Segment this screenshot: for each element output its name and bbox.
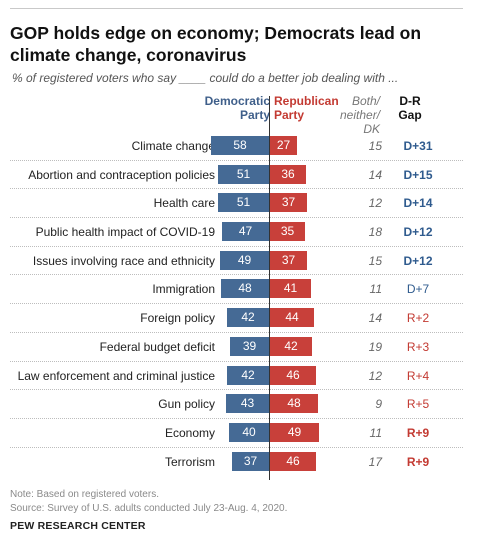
- gap-value: R+4: [406, 368, 430, 383]
- chart-row: Terrorism 37 46 17 R+9: [10, 448, 463, 477]
- bar-democratic: 37: [232, 451, 269, 471]
- both-neither-value: 18: [368, 225, 382, 240]
- category-label: Immigration: [152, 282, 215, 297]
- top-rule: [10, 8, 463, 9]
- bar-democratic: 40: [229, 422, 269, 442]
- category-label: Law enforcement and criminal justice: [17, 368, 215, 383]
- header-republican-line2: Party: [274, 108, 305, 122]
- bar-republican: 35: [270, 222, 305, 242]
- bar-democratic: 51: [218, 193, 269, 213]
- bar-democratic: 43: [226, 394, 269, 414]
- bar-republican: 46: [270, 365, 316, 385]
- bar-republican: 36: [270, 164, 306, 184]
- gap-value: R+9: [406, 454, 430, 469]
- header-democratic-line1: Democratic: [204, 94, 270, 108]
- bar-democratic: 51: [218, 164, 269, 184]
- header-democratic-line2: Party: [239, 108, 270, 122]
- chart-row: Immigration 48 41 11 D+7: [10, 275, 463, 305]
- bar-republican: 41: [270, 279, 311, 299]
- bar-democratic: 47: [222, 222, 269, 242]
- bar-democratic: 39: [230, 336, 269, 356]
- gap-value: D+14: [403, 196, 433, 211]
- chart-row: Gun policy 43 48 9 R+5: [10, 390, 463, 419]
- header-both: Both/ neither/ DK: [340, 94, 380, 136]
- header-gap-line2: Gap: [398, 108, 422, 122]
- header-both-line2: neither/: [340, 108, 381, 122]
- both-neither-value: 19: [368, 339, 382, 354]
- bar-democratic: 58: [211, 136, 269, 155]
- category-label: Gun policy: [158, 397, 215, 412]
- gap-value: R+2: [406, 311, 430, 326]
- bar-republican: 46: [270, 451, 316, 471]
- both-neither-value: 11: [369, 282, 382, 297]
- bar-republican: 44: [270, 308, 314, 328]
- header-republican: Republican Party: [274, 94, 340, 122]
- category-label: Abortion and contraception policies: [28, 167, 215, 182]
- bar-republican: 42: [270, 336, 312, 356]
- both-neither-value: 12: [368, 368, 382, 383]
- category-label: Economy: [164, 425, 215, 440]
- chart-row: Climate change 58 27 15 D+31: [10, 132, 463, 161]
- bar-democratic: 42: [227, 308, 269, 328]
- chart-row: Law enforcement and criminal justice 42 46…: [10, 362, 463, 391]
- header-both-line3: DK: [363, 122, 380, 136]
- gap-value: D+7: [406, 282, 430, 297]
- header-democratic: Democratic Party: [198, 94, 270, 122]
- bar-republican: 37: [270, 250, 307, 270]
- bar-democratic: 49: [220, 250, 269, 270]
- chart-row: Public health impact of COVID-19 47 35 18 D+…: [10, 218, 463, 247]
- gap-value: R+5: [406, 397, 430, 412]
- chart-row: Health care 51 37 12 D+14: [10, 189, 463, 219]
- category-label: Health care: [153, 196, 215, 211]
- both-neither-value: 11: [369, 425, 382, 440]
- bar-democratic: 48: [221, 279, 269, 299]
- category-label: Federal budget deficit: [99, 339, 215, 354]
- org-name: PEW RESEARCH CENTER: [10, 520, 146, 532]
- bar-democratic: 42: [227, 365, 269, 385]
- chart-rows: Climate change 58 27 15 D+31 Abortion and con…: [10, 132, 463, 476]
- both-neither-value: 14: [368, 311, 382, 326]
- header-gap: D-R Gap: [392, 94, 428, 122]
- chart-row: Abortion and contraception policies 51 36 1…: [10, 161, 463, 190]
- category-label: Terrorism: [165, 454, 215, 469]
- both-neither-value: 15: [368, 139, 382, 153]
- category-label: Public health impact of COVID-19: [35, 225, 215, 240]
- bar-republican: 49: [270, 422, 319, 442]
- chart-row: Issues involving race and ethnicity 49 37 1…: [10, 247, 463, 276]
- gap-value: D+31: [403, 139, 433, 153]
- both-neither-value: 9: [375, 397, 382, 412]
- category-label: Foreign policy: [140, 311, 215, 326]
- note-text: Note: Based on registered voters.: [10, 489, 159, 500]
- bar-republican: 37: [270, 193, 307, 213]
- gap-value: D+15: [403, 167, 433, 182]
- chart-title: GOP holds edge on economy; Democrats lea…: [10, 23, 422, 65]
- both-neither-value: 12: [368, 196, 382, 211]
- header-gap-line1: D-R: [399, 94, 421, 108]
- both-neither-value: 15: [368, 253, 382, 268]
- chart-row: Economy 40 49 11 R+9: [10, 419, 463, 448]
- chart-row: Foreign policy 42 44 14 R+2: [10, 304, 463, 333]
- category-label: Issues involving race and ethnicity: [32, 253, 215, 268]
- chart-subtitle: % of registered voters who say ____ coul…: [12, 71, 399, 85]
- chart-row: Federal budget deficit 39 42 19 R+3: [10, 333, 463, 362]
- gap-value: R+3: [406, 339, 430, 354]
- gap-value: D+12: [403, 253, 433, 268]
- center-divider: [269, 96, 270, 480]
- gap-value: R+9: [406, 425, 430, 440]
- both-neither-value: 17: [368, 454, 382, 469]
- header-both-line1: Both/: [351, 94, 380, 108]
- source-text: Source: Survey of U.S. adults conducted …: [10, 503, 288, 514]
- bar-republican: 27: [270, 136, 297, 155]
- category-label: Climate change: [131, 139, 215, 153]
- bar-republican: 48: [270, 394, 318, 414]
- both-neither-value: 14: [368, 167, 382, 182]
- header-republican-line1: Republican: [274, 94, 339, 108]
- gap-value: D+12: [403, 225, 433, 240]
